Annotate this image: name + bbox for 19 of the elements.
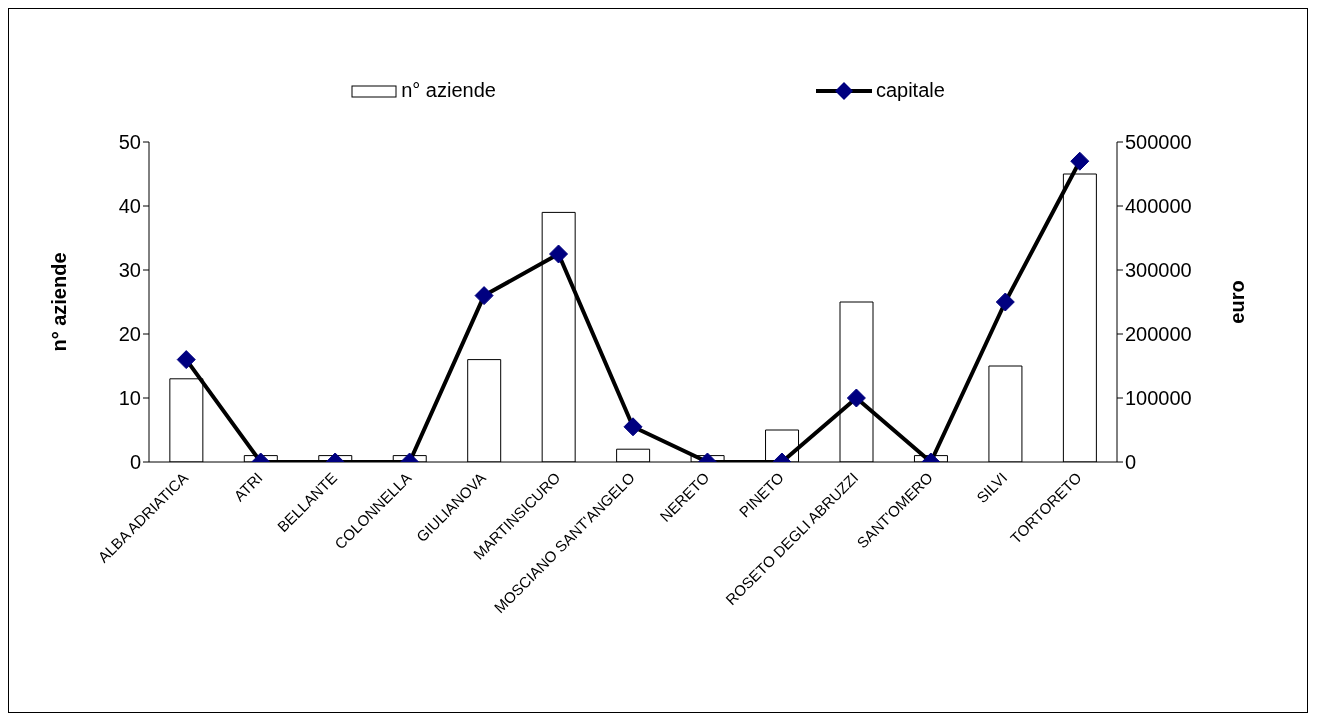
y2-tick-label: 0	[1125, 451, 1137, 474]
point	[995, 292, 1015, 312]
y-tick-label: 40	[118, 195, 141, 218]
y2-tick-label: 300000	[1125, 259, 1192, 282]
y2-tick-label: 500000	[1125, 131, 1192, 154]
point	[549, 244, 569, 264]
y-axis-title: n° aziende	[48, 252, 71, 352]
y-tick-label: 50	[118, 131, 141, 154]
y2-tick-label: 200000	[1125, 323, 1192, 346]
y-tick-label: 0	[129, 451, 141, 474]
y2-tick-label: 100000	[1125, 387, 1192, 410]
legend-label: n° aziende	[401, 79, 496, 102]
y-tick-label: 20	[118, 323, 141, 346]
y-tick-label: 10	[118, 387, 141, 410]
point	[474, 286, 494, 306]
y2-axis-title: euro	[1226, 280, 1249, 324]
legend-label: capitale	[875, 79, 945, 102]
y2-tick-label: 400000	[1125, 195, 1192, 218]
y-tick-label: 30	[118, 259, 141, 282]
